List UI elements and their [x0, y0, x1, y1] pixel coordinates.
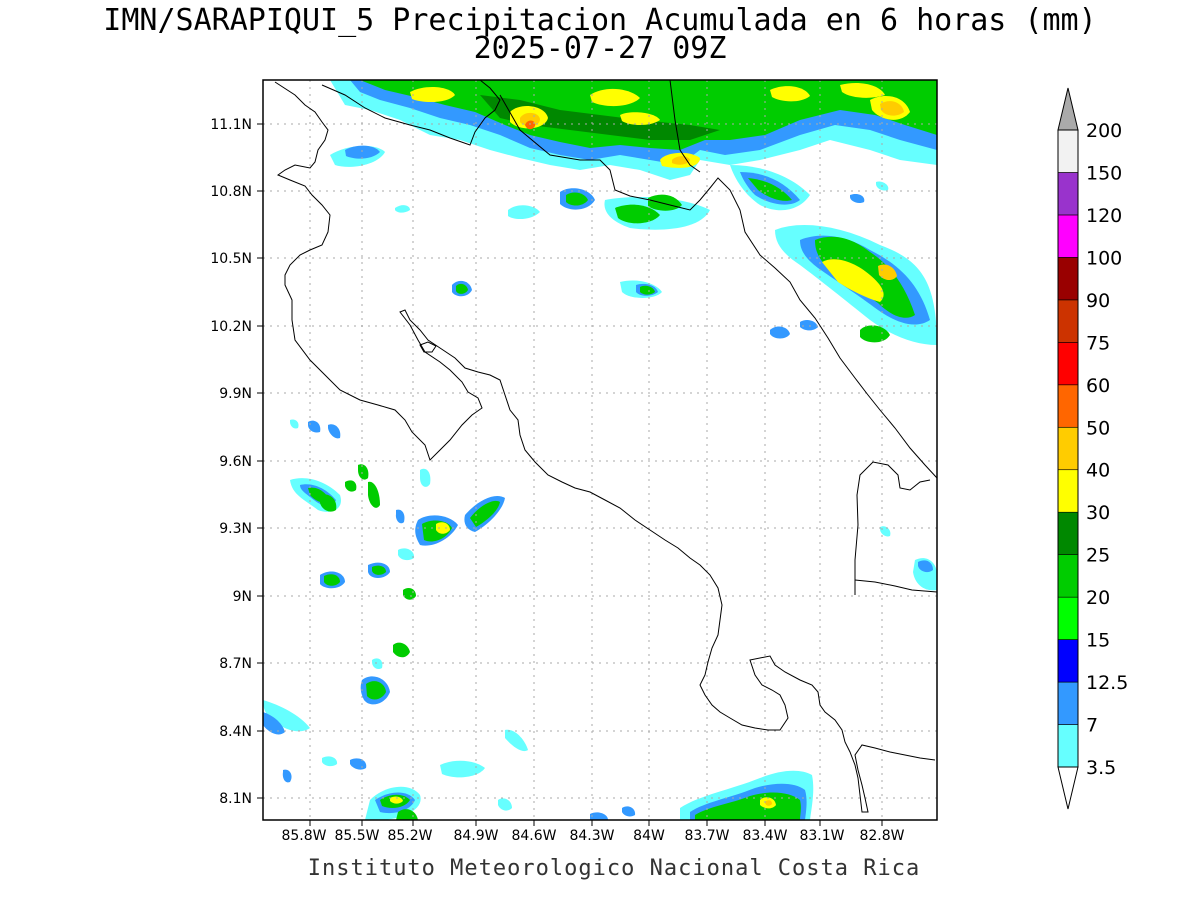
colorbar-label: 60 [1086, 375, 1110, 397]
colorbar-swatch [1057, 172, 1079, 216]
lon-label: 83.1W [799, 828, 844, 844]
colorbar-swatch [1057, 511, 1079, 555]
colorbar: 3.5 7 12.5 15 20 25 30 40 50 60 75 90 100 120 150 200 [1057, 87, 1128, 810]
rain-cells-pacific [263, 419, 528, 783]
rain-band-northeast [730, 165, 937, 345]
lat-label: 8.1N [219, 791, 252, 807]
colorbar-swatch [1057, 299, 1079, 343]
colorbar-label: 75 [1086, 332, 1110, 354]
lon-label: 84.3W [569, 828, 614, 844]
colorbar-label: 90 [1086, 290, 1110, 312]
lon-label: 82.8W [859, 828, 904, 844]
colorbar-swatch [1057, 469, 1079, 513]
colorbar-swatch [1057, 384, 1079, 428]
colorbar-swatch [1057, 426, 1079, 471]
lat-label: 8.4N [219, 724, 252, 740]
colorbar-swatch [1057, 214, 1079, 258]
map-title: IMN/SARAPIQUI_5 Precipitacion Acumulada … [103, 3, 1097, 38]
colorbar-label: 100 [1086, 247, 1122, 269]
colorbar-label: 20 [1086, 587, 1110, 609]
colorbar-label: 200 [1086, 120, 1122, 142]
coastlines-borders [274, 80, 937, 813]
colorbar-label: 3.5 [1086, 757, 1116, 779]
colorbar-swatch [1057, 724, 1079, 768]
lat-label: 9.3N [219, 521, 252, 537]
latitude-labels: 11.1N 10.8N 10.5N 10.2N 9.9N 9.6N 9.3N 9… [210, 117, 252, 807]
colorbar-label: 40 [1086, 460, 1110, 482]
lat-label: 11.1N [210, 117, 252, 133]
lon-label: 85.5W [334, 828, 379, 844]
lon-label: 83.4W [742, 828, 787, 844]
colorbar-swatch [1057, 639, 1079, 683]
lon-label: 84.9W [453, 828, 498, 844]
colorbar-label: 25 [1086, 545, 1110, 567]
longitude-labels: 85.8W 85.5W 85.2W 84.9W 84.6W 84.3W 84W … [281, 828, 904, 844]
lat-label: 9.6N [219, 454, 252, 470]
lon-label: 83.7W [684, 828, 729, 844]
footer-credit: Instituto Meteorologico Nacional Costa R… [307, 856, 921, 881]
map-datetime: 2025-07-27 09Z [473, 31, 727, 66]
colorbar-swatch [1057, 554, 1079, 598]
colorbar-swatch [1057, 342, 1079, 386]
colorbar-label: 150 [1086, 162, 1122, 184]
colorbar-swatch [1057, 129, 1079, 173]
lat-label: 10.2N [210, 319, 252, 335]
colorbar-min-arrow [1057, 766, 1079, 810]
lon-label: 85.2W [387, 828, 432, 844]
colorbar-swatch [1057, 257, 1079, 301]
colorbar-swatch [1057, 681, 1079, 725]
lat-label: 9N [233, 589, 252, 605]
lat-lon-grid [263, 80, 937, 820]
lon-label: 85.8W [281, 828, 326, 844]
lat-label: 8.7N [219, 656, 252, 672]
colorbar-label: 30 [1086, 502, 1110, 524]
colorbar-label: 50 [1086, 417, 1110, 439]
rain-cells-south [365, 181, 937, 820]
axis-ticks [257, 123, 883, 826]
lon-label: 84W [633, 828, 665, 844]
lon-label: 84.6W [511, 828, 556, 844]
colorbar-label: 15 [1086, 630, 1110, 652]
colorbar-label: 120 [1086, 205, 1122, 227]
colorbar-label: 12.5 [1086, 672, 1128, 694]
plot-frame [262, 79, 938, 821]
lat-label: 10.8N [210, 184, 252, 200]
colorbar-label: 7 [1086, 715, 1098, 737]
colorbar-max-arrow [1057, 87, 1079, 131]
lat-label: 9.9N [219, 386, 252, 402]
rain-cells-central [330, 145, 710, 298]
colorbar-swatch [1057, 596, 1079, 640]
lat-label: 10.5N [210, 251, 252, 267]
